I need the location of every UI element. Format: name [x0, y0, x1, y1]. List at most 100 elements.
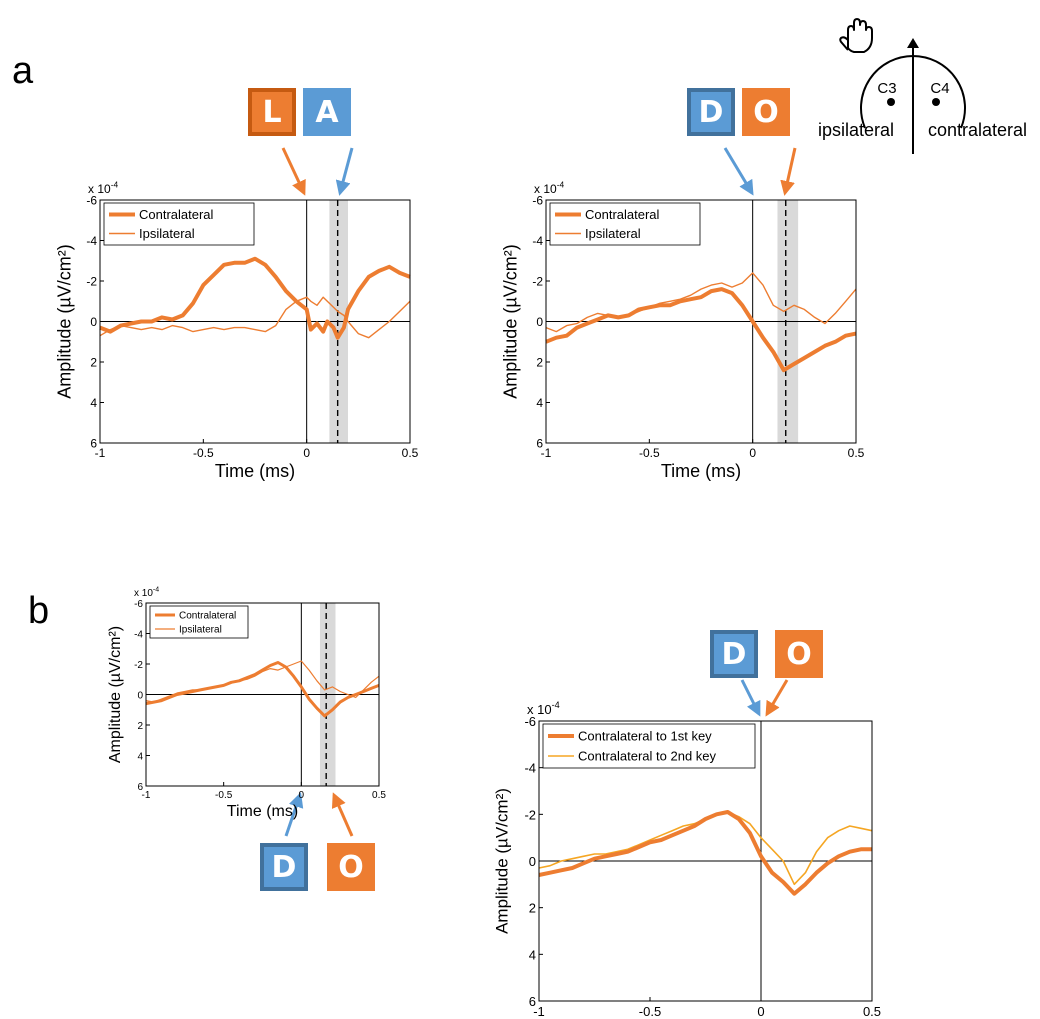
arrow-second-key [331, 792, 354, 837]
legend-box [103, 202, 255, 246]
y-tick-label: 4 [137, 751, 143, 762]
key-box-first: D [687, 88, 735, 136]
chart-group-a2: -1 -0.5 0 0.5 -6 -4 -2 0 2 4 6 x 10-4 Time (ms) Ampli… [500, 180, 864, 481]
key-box-second: O [742, 88, 790, 136]
key-box-first: L [248, 88, 296, 136]
x-tick-label: -0.5 [215, 790, 233, 801]
electrode-c3-label: C3 [877, 80, 896, 97]
x-tick-label: -1 [533, 1004, 545, 1019]
x-tick-label: -0.5 [639, 1004, 661, 1019]
legend-box [542, 723, 756, 769]
y-axis-label: Amplitude (µV/cm²) [493, 788, 512, 934]
x-tick-label: 0.5 [372, 790, 386, 801]
series-line-thin [99, 296, 411, 339]
x-tick-label: 0.5 [402, 446, 419, 460]
y-tick-label: 4 [529, 947, 536, 962]
scale-factor-label: x 10-4 [88, 180, 118, 196]
y-tick-label: -2 [524, 807, 536, 822]
y-tick-label: -6 [524, 714, 536, 729]
head-diagram: C3 C4 ipsilateral contralateral [818, 18, 1027, 154]
y-axis-label: Amplitude (µV/cm²) [500, 244, 520, 398]
y-tick-label: -4 [134, 629, 143, 640]
y-tick-label: 6 [529, 994, 536, 1009]
panel-label-b: b [28, 590, 50, 632]
head-outline [860, 48, 966, 154]
series-line-thick [538, 810, 872, 896]
x-axis-label: Time (ms) [661, 461, 741, 481]
scale-factor-label: x 10-4 [534, 180, 564, 196]
y-tick-label: 2 [536, 356, 543, 370]
nose-marker [907, 38, 919, 48]
y-tick-label: 0 [529, 854, 536, 869]
ipsilateral-label: ipsilateral [818, 120, 894, 140]
key-box-first: D [710, 630, 758, 678]
x-tick-label: 0.5 [848, 446, 865, 460]
key-box-first: D [260, 843, 308, 891]
legend-entry: Contralateral to 1st key [578, 729, 712, 744]
y-tick-label: -2 [86, 275, 97, 289]
panel-label-a: a [12, 50, 34, 92]
x-axis-label: Time (ms) [215, 461, 295, 481]
legend-entry: Contralateral [585, 207, 660, 222]
raised-hand-icon [839, 18, 873, 53]
arrow-first-key [740, 679, 761, 717]
electrode-c4-label: C4 [930, 80, 949, 97]
y-tick-label: 0 [90, 315, 97, 329]
legend-entry: Ipsilateral [179, 625, 222, 636]
series-line-thick [145, 661, 380, 718]
y-tick-label: -4 [532, 234, 543, 248]
x-tick-label: 0 [749, 446, 756, 460]
x-tick-label: 0.5 [863, 1004, 881, 1019]
legend-box [149, 605, 249, 639]
series-line-thin [545, 272, 857, 333]
x-axis-label: Time (ms) [227, 803, 298, 820]
arrow-first-key [723, 147, 754, 196]
key-box-second: O [327, 843, 375, 891]
x-tick-label: -1 [142, 790, 151, 801]
x-tick-label: -0.5 [193, 446, 214, 460]
y-tick-label: -2 [532, 275, 543, 289]
scale-factor-label: x 10-4 [134, 587, 159, 600]
legend-entry: Contralateral to 2nd key [578, 749, 717, 764]
y-axis-label: Amplitude (µV/cm²) [107, 626, 124, 763]
y-tick-label: 2 [529, 901, 536, 916]
y-tick-label: -6 [86, 194, 97, 208]
contralateral-label: contralateral [928, 120, 1027, 140]
legend-entry: Contralateral [179, 611, 236, 622]
scale-factor-label: x 10-4 [527, 700, 560, 717]
y-tick-label: 6 [90, 437, 97, 451]
y-tick-label: 0 [536, 315, 543, 329]
legend-entry: Contralateral [139, 207, 214, 222]
x-tick-label: -0.5 [639, 446, 660, 460]
arrow-first-key [284, 792, 304, 837]
y-tick-label: -2 [134, 660, 143, 671]
electrode-c4-dot [932, 98, 940, 106]
x-tick-label: 0 [303, 446, 310, 460]
y-tick-label: 6 [137, 782, 143, 793]
y-tick-label: 0 [137, 690, 143, 701]
y-tick-label: -4 [524, 761, 536, 776]
y-tick-label: 6 [536, 437, 543, 451]
x-tick-label: 0 [299, 790, 305, 801]
y-tick-label: 4 [536, 396, 543, 410]
legend-entry: Ipsilateral [139, 226, 195, 241]
x-tick-label: -1 [95, 446, 106, 460]
y-tick-label: 2 [137, 721, 143, 732]
x-tick-label: 0 [757, 1004, 764, 1019]
electrode-c3-dot [887, 98, 895, 106]
legend-entry: Ipsilateral [585, 226, 641, 241]
arrow-second-key [765, 679, 789, 717]
chart-group-a1: -1 -0.5 0 0.5 -6 -4 -2 0 2 4 6 x 10-4 Time (ms) Ampli… [54, 180, 418, 481]
x-tick-label: -1 [541, 446, 552, 460]
y-tick-label: 2 [90, 356, 97, 370]
key-box-second: A [303, 88, 351, 136]
y-axis-label: Amplitude (µV/cm²) [54, 244, 74, 398]
y-tick-label: 4 [90, 396, 97, 410]
arrow-second-key [780, 147, 797, 196]
